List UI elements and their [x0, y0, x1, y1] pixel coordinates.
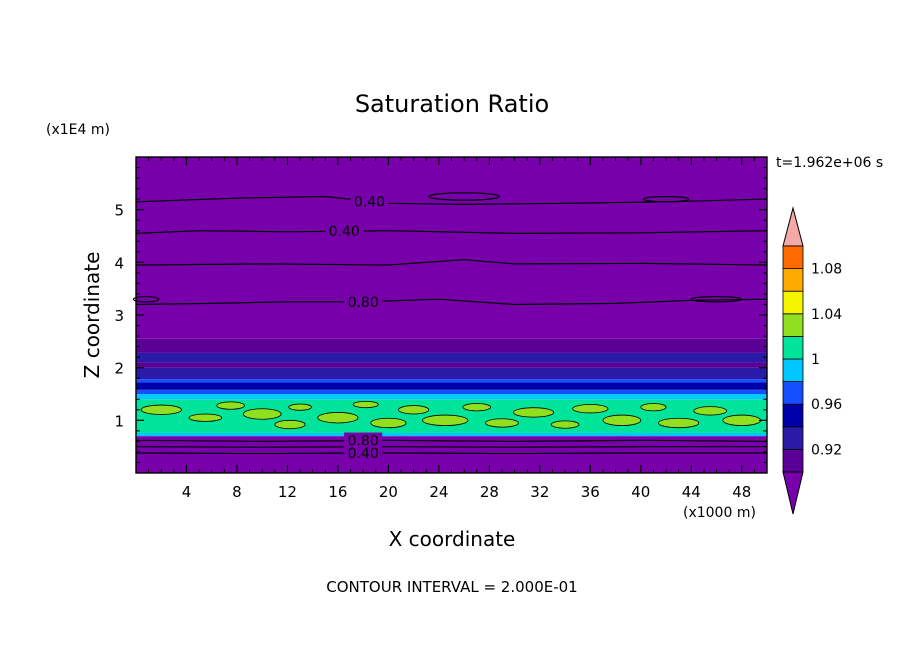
colorbar: 0.92 0.96 1 1.04 1.08 — [782, 206, 842, 515]
x-tick-label-10: 44 — [682, 483, 701, 501]
band-0 — [136, 436, 767, 473]
x-tick-label-3: 16 — [328, 483, 347, 501]
band-1 — [136, 432, 767, 437]
contour-island-3 — [132, 295, 160, 303]
x-tick-label-8: 36 — [581, 483, 600, 501]
band-11 — [136, 157, 767, 339]
colorbar-segment-1 — [782, 426, 804, 450]
contour-line-5 — [135, 446, 767, 448]
x-tick-label-4: 20 — [379, 483, 398, 501]
patch-6 — [317, 412, 359, 424]
contour-label-6: 0.40 — [348, 446, 379, 462]
patch-16 — [602, 414, 642, 427]
x-tick-label-5: 24 — [429, 483, 448, 501]
band-4 — [136, 389, 767, 394]
contour-label-bg-6 — [344, 445, 383, 461]
y-tick-label-4: 5 — [114, 202, 124, 220]
colorbar-label-3: 1.04 — [811, 307, 842, 323]
x-unit-label: (x1000 m) — [683, 505, 756, 521]
band-7 — [136, 367, 767, 380]
patch-3 — [242, 408, 282, 420]
contour-island-2 — [690, 295, 743, 303]
plot-area — [136, 157, 767, 473]
colorbar-segment-6 — [782, 313, 804, 337]
chart-title: Saturation Ratio — [355, 90, 549, 118]
contour-island-0 — [428, 192, 501, 201]
colorbar-segment-3 — [782, 381, 804, 405]
contour-line-4 — [135, 439, 768, 443]
contour-line-1 — [135, 230, 768, 235]
colorbar-segment-7 — [782, 290, 804, 315]
contour-interval-footer: CONTOUR INTERVAL = 2.000E-01 — [326, 578, 577, 596]
y-tick-label-0: 1 — [114, 412, 124, 430]
contour-label-0: 0.40 — [354, 194, 385, 210]
x-tick-label-2: 12 — [278, 483, 297, 501]
x-tick-label-1: 8 — [232, 483, 242, 501]
colorbar-over-triangle — [782, 206, 804, 247]
patch-15 — [572, 404, 609, 414]
x-tick-label-11: 48 — [732, 483, 751, 501]
patch-10 — [422, 414, 469, 427]
y-tick-label-3: 4 — [114, 254, 124, 272]
patch-0 — [140, 404, 182, 415]
band-5 — [136, 382, 767, 390]
contour-label-3: 0.80 — [348, 295, 379, 311]
colorbar-segment-9 — [782, 245, 804, 270]
x-axis: 4 8 12 16 20 24 28 32 36 40 44 48 — [148, 157, 755, 501]
x-tick-label-9: 40 — [631, 483, 650, 501]
contour-line-2 — [135, 259, 768, 266]
patch-11 — [462, 403, 492, 412]
band-10 — [136, 338, 767, 353]
patch-4 — [274, 419, 306, 430]
contour-label-bg-4 — [344, 432, 383, 448]
colorbar-segment-5 — [782, 335, 804, 360]
patch-14 — [550, 420, 580, 429]
colorbar-segment-0 — [782, 448, 804, 473]
contour-lines: 0.400.400.800.800.40 — [132, 192, 768, 462]
colorbar-segment-2 — [782, 403, 804, 428]
y-axis-title: Z coordinate — [80, 252, 104, 379]
patch-7 — [352, 400, 379, 409]
y-tick-label-1: 2 — [114, 360, 124, 378]
contour-line-3 — [135, 298, 768, 306]
y-unit-label: (x1E4 m) — [46, 122, 110, 138]
x-tick-label-0: 4 — [182, 483, 192, 501]
contour-line-6 — [135, 452, 767, 455]
patch-1 — [188, 413, 223, 422]
band-8 — [136, 362, 767, 368]
y-tick-label-2: 3 — [114, 307, 124, 325]
colorbar-label-4: 1.08 — [811, 262, 842, 278]
colorbar-label-2: 1 — [811, 352, 820, 368]
patch-19 — [693, 406, 728, 416]
y-axis: 1 2 3 4 5 — [114, 167, 767, 463]
contour-label-bg-3 — [344, 293, 383, 309]
patch-9 — [398, 405, 430, 415]
x-axis-title: X coordinate — [389, 527, 516, 551]
contour-label-1: 0.40 — [329, 224, 360, 240]
patch-17 — [640, 403, 667, 412]
x-tick-label-7: 32 — [530, 483, 549, 501]
contour-label-bg-1 — [325, 223, 364, 239]
colorbar-label-0: 0.92 — [811, 442, 842, 458]
band-3 — [136, 394, 767, 400]
x-tick-label-6: 28 — [480, 483, 499, 501]
band-9 — [136, 352, 767, 363]
patch-18 — [658, 417, 700, 429]
patch-8 — [370, 417, 407, 429]
contour-island-1 — [642, 195, 690, 203]
patch-20 — [722, 414, 762, 427]
patch-13 — [512, 407, 555, 418]
patch-12 — [485, 418, 519, 428]
contour-label-bg-0 — [350, 193, 389, 209]
colorbar-segment-4 — [782, 358, 804, 383]
colorbar-label-1: 0.96 — [811, 397, 842, 413]
contour-line-0 — [135, 195, 768, 206]
patch-5 — [288, 403, 312, 411]
colorbar-segment-8 — [782, 268, 804, 292]
patch-2 — [216, 401, 245, 410]
time-label: t=1.962e+06 s — [776, 155, 883, 171]
colorbar-under-triangle — [782, 471, 804, 515]
band-6 — [136, 379, 767, 383]
